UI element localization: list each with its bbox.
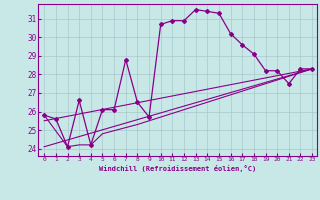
X-axis label: Windchill (Refroidissement éolien,°C): Windchill (Refroidissement éolien,°C) bbox=[99, 165, 256, 172]
